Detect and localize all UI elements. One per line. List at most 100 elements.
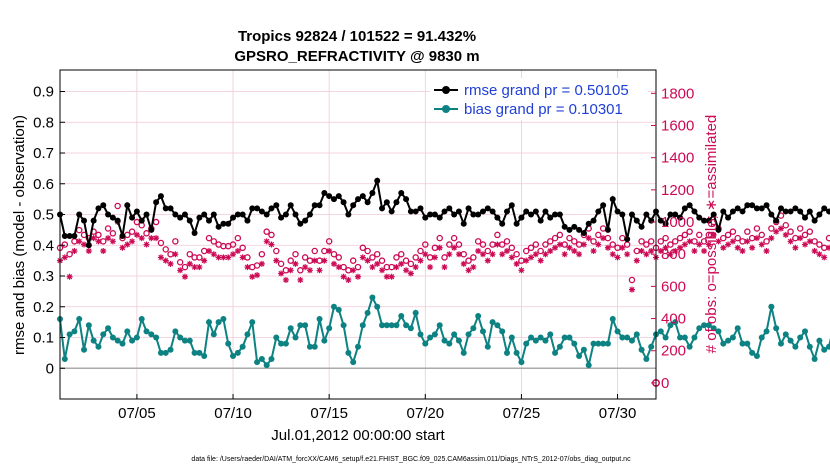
obs-assimilated-point — [129, 238, 136, 245]
obs-assimilated-point — [162, 257, 169, 264]
obs-assimilated-point — [244, 264, 251, 271]
bias-point — [71, 328, 78, 335]
obs-possible-point — [109, 230, 117, 237]
obs-assimilated-point — [571, 247, 578, 254]
bias-point — [90, 337, 97, 344]
rmse-point — [619, 211, 626, 218]
rmse-point — [484, 205, 491, 212]
obs-possible-point — [671, 238, 679, 245]
obs-possible-point — [547, 238, 554, 245]
obs-possible-point — [417, 247, 424, 255]
obs-possible-point — [479, 241, 487, 248]
y-tick-label: 0 — [46, 360, 54, 377]
obs-assimilated-point — [191, 264, 198, 271]
obs-assimilated-point — [133, 231, 140, 238]
rmse-point — [643, 211, 650, 218]
obs-possible-point — [638, 238, 645, 245]
rmse-point — [797, 208, 804, 215]
bias-point — [436, 322, 443, 329]
obs-assimilated-point — [398, 260, 405, 267]
bias-point — [753, 352, 760, 359]
bias-point — [691, 334, 698, 341]
bias-point — [811, 356, 818, 363]
obs-possible-point — [465, 257, 472, 264]
legend-rmse-label: rmse grand pr = 0.50105 — [464, 82, 629, 99]
bias-point — [705, 322, 712, 329]
rmse-point — [71, 233, 78, 240]
obs-assimilated-point — [81, 241, 88, 248]
obs-possible-point — [551, 234, 559, 242]
bias-point — [542, 337, 549, 344]
y-tick-label: 0.3 — [33, 268, 54, 285]
obs-assimilated-point — [167, 260, 174, 267]
rmse-point — [225, 220, 232, 227]
y2-tick-label: 0 — [661, 375, 669, 392]
rmse-point — [811, 217, 818, 224]
obs-assimilated-point — [157, 254, 164, 261]
rmse-point — [148, 226, 155, 233]
rmse-point — [681, 205, 688, 212]
obs-possible-point — [162, 246, 169, 253]
obs-assimilated-point — [758, 241, 765, 248]
bias-point — [667, 322, 674, 329]
bias-point — [701, 322, 708, 329]
obs-assimilated-point — [648, 247, 655, 254]
obs-possible-point — [676, 234, 684, 242]
bias-point — [278, 340, 285, 347]
bias-point — [359, 322, 366, 329]
rmse-point — [547, 214, 554, 221]
obs-assimilated-point — [100, 247, 107, 254]
obs-assimilated-point — [239, 254, 246, 261]
obs-possible-point — [696, 231, 703, 239]
bias-point — [398, 312, 405, 319]
obs-possible-point — [643, 241, 650, 248]
bias-point — [633, 331, 640, 338]
bias-point — [427, 334, 434, 341]
obs-possible-point — [186, 250, 194, 258]
obs-assimilated-point — [355, 273, 361, 280]
obs-assimilated-point — [523, 257, 530, 264]
obs-possible-point — [335, 254, 343, 261]
obs-possible-point — [297, 267, 304, 274]
obs-assimilated-point — [739, 247, 746, 254]
obs-assimilated-point — [297, 276, 304, 283]
bias-point — [806, 343, 813, 350]
obs-assimilated-point — [710, 231, 717, 238]
obs-possible-point — [474, 238, 482, 245]
bias-point — [282, 340, 289, 347]
rmse-point — [624, 236, 631, 243]
bias-point — [124, 328, 131, 335]
obs-assimilated-point — [148, 235, 155, 242]
obs-possible-point — [172, 238, 179, 245]
obs-possible-point — [292, 250, 299, 258]
obs-assimilated-point — [657, 247, 664, 254]
obs-possible-point — [369, 254, 376, 261]
obs-possible-point — [744, 228, 751, 235]
bias-point — [446, 340, 453, 347]
obs-assimilated-point — [691, 247, 698, 254]
obs-assimilated-point — [302, 264, 309, 271]
rmse-point — [297, 220, 304, 227]
obs-possible-point — [114, 202, 121, 210]
rmse-point — [806, 208, 813, 215]
rmse-series — [57, 176, 830, 249]
bias-point — [556, 343, 563, 350]
rmse-point — [542, 208, 549, 215]
obs-possible-point — [143, 230, 150, 237]
obs-assimilated-point — [821, 254, 828, 261]
rmse-point — [504, 208, 510, 215]
obs-assimilated-point — [542, 251, 549, 258]
obs-markers — [56, 202, 830, 387]
rmse-point — [768, 211, 775, 218]
bias-point — [580, 346, 587, 353]
obs-assimilated-point — [802, 241, 808, 248]
bias-point — [206, 319, 212, 326]
bias-point — [518, 359, 525, 366]
rmse-point — [100, 202, 107, 209]
bias-point — [566, 334, 573, 341]
rmse-point — [556, 211, 563, 218]
rmse-point — [359, 193, 366, 200]
obs-assimilated-point — [196, 264, 203, 271]
obs-possible-point — [450, 234, 458, 242]
bias-point — [326, 325, 333, 332]
